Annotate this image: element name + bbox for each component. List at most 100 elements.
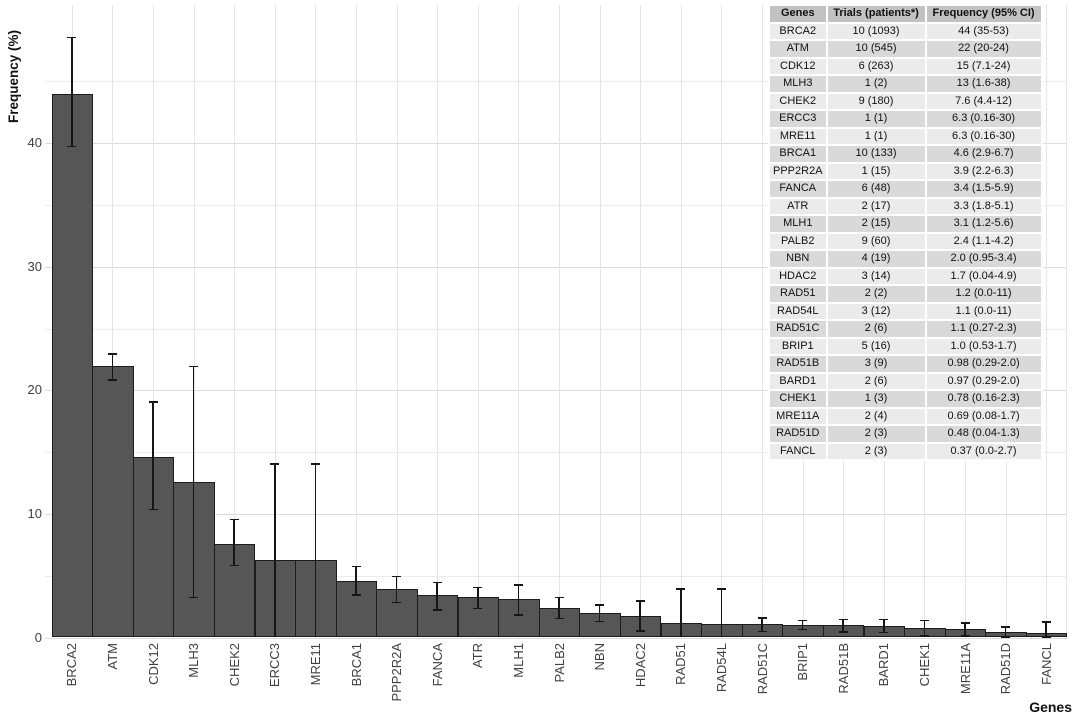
gridline-vertical <box>559 5 560 638</box>
x-tick-label: RAD51 <box>673 643 689 685</box>
gene-cell: BRCA2 <box>770 23 826 39</box>
gridline-vertical <box>193 5 195 638</box>
error-bar-fancl <box>1045 621 1047 637</box>
error-bar-brca2 <box>71 36 73 146</box>
gene-cell: ATR <box>770 198 826 214</box>
table-row: ATM 10 (545) 22 (20-24) <box>770 41 1041 57</box>
table-row: MLH1 2 (15) 3.1 (1.2-5.6) <box>770 216 1041 232</box>
gridline-vertical <box>599 5 601 638</box>
y-tick-label: 30 <box>27 258 42 274</box>
error-bar-cap-bottom <box>838 631 848 633</box>
error-bar-cap-top <box>595 604 605 606</box>
error-bar-cap-top <box>554 596 564 599</box>
gene-cell: BARD1 <box>770 373 826 389</box>
trials-cell: 9 (60) <box>827 233 925 249</box>
table-row: RAD51B 3 (9) 0.98 (0.29-2.0) <box>770 356 1041 372</box>
gridline-vertical <box>112 5 114 638</box>
table-header-row: Genes Trials (patients*) Frequency (95% … <box>770 6 1041 22</box>
x-tick-label: ATR <box>470 643 486 669</box>
x-tick-label: FANCA <box>429 643 445 687</box>
frequency-table: Genes Trials (patients*) Frequency (95% … <box>768 4 1043 461</box>
table-row: CHEK1 1 (3) 0.78 (0.16-2.3) <box>770 391 1041 407</box>
error-bar-cap-top <box>270 463 280 465</box>
x-tick-label: BARD1 <box>876 643 892 687</box>
error-bar-palb2 <box>558 596 560 618</box>
x-tick-label: RAD51B <box>835 643 851 694</box>
x-tick-label: MLH3 <box>186 643 202 678</box>
error-bar-rad51d <box>1004 626 1007 637</box>
error-bar-cap-top <box>716 588 726 590</box>
frequency-cell: 6.3 (0.16-30) <box>926 111 1041 127</box>
table-header-trials: Trials (patients*) <box>827 6 925 22</box>
frequency-cell: 1.7 (0.04-4.9) <box>926 268 1041 284</box>
error-bar-brip1 <box>801 619 804 629</box>
error-bar-cap-top <box>838 618 848 621</box>
table-row: BARD1 2 (6) 0.97 (0.29-2.0) <box>770 373 1041 389</box>
frequency-cell: 22 (20-24) <box>926 41 1041 57</box>
x-tick-label: BRIP1 <box>795 643 811 681</box>
frequency-cell: 2.0 (0.95-3.4) <box>926 251 1041 267</box>
error-bar-cap-bottom <box>351 594 361 596</box>
error-bar-cap-bottom <box>432 609 442 611</box>
x-tick-label: PPP2R2A <box>389 643 405 702</box>
error-bar-cap-bottom <box>960 635 970 637</box>
error-bar-chek1 <box>923 619 926 635</box>
table-row: RAD51 2 (2) 1.2 (0.0-11) <box>770 286 1041 302</box>
error-bar-cap-top <box>635 600 645 602</box>
error-bar-cap-top <box>351 565 361 568</box>
frequency-cell: 6.3 (0.16-30) <box>926 128 1041 144</box>
x-tick-label: ERCC3 <box>267 643 283 688</box>
frequency-cell: 44 (35-53) <box>926 23 1041 39</box>
error-bar-cap-bottom <box>392 601 402 604</box>
error-bar-chek2 <box>233 518 235 565</box>
error-bar-cap-top <box>107 353 117 355</box>
frequency-cell: 3.3 (1.8-5.1) <box>926 198 1041 214</box>
frequency-cell: 3.9 (2.2-6.3) <box>926 163 1041 179</box>
gridline-minor-horizontal <box>45 328 1067 330</box>
error-bar-cap-top <box>473 586 483 589</box>
trials-cell: 3 (14) <box>827 268 925 284</box>
gridline-vertical <box>234 5 236 638</box>
error-bar-mre11 <box>314 463 317 638</box>
trials-cell: 1 (1) <box>827 111 925 127</box>
gridline-minor-horizontal <box>45 204 1067 206</box>
trials-cell: 10 (545) <box>827 41 925 57</box>
error-bar-rad51 <box>680 588 682 638</box>
error-bar-mlh3 <box>192 365 195 597</box>
gene-cell: CDK12 <box>770 58 826 74</box>
error-bar-cap-top <box>798 619 808 622</box>
gridline-major-horizontal <box>45 390 1067 392</box>
frequency-cell: 7.6 (4.4-12) <box>926 93 1041 109</box>
trials-cell: 2 (15) <box>827 216 925 232</box>
error-bar-cap-bottom <box>148 508 158 511</box>
error-bar-cap-bottom <box>798 628 808 631</box>
error-bar-fanca <box>436 581 438 610</box>
table-row: BRCA2 10 (1093) 44 (35-53) <box>770 23 1041 39</box>
y-axis-title: Frequency (%) <box>0 29 28 122</box>
table-row: PPP2R2A 1 (15) 3.9 (2.2-6.3) <box>770 163 1041 179</box>
trials-cell: 5 (16) <box>827 338 925 354</box>
error-bar-rad51b <box>842 618 844 632</box>
trials-cell: 1 (2) <box>827 76 925 92</box>
gene-cell: CHEK2 <box>770 93 826 109</box>
error-bar-atm <box>111 353 114 380</box>
error-bar-cap-top <box>229 518 239 521</box>
error-bar-cap-top <box>1001 626 1011 628</box>
gridline-vertical <box>1046 5 1048 638</box>
error-bar-cap-top <box>432 581 442 584</box>
gridline-major-horizontal <box>45 637 1067 639</box>
trials-cell: 2 (3) <box>827 443 925 459</box>
gene-cell: MLH1 <box>770 216 826 232</box>
error-bar-cap-top <box>189 365 199 368</box>
error-bar-cap-top <box>960 622 970 624</box>
x-tick-label: RAD51C <box>754 643 770 695</box>
frequency-cell: 1.0 (0.53-1.7) <box>926 338 1041 354</box>
gridline-vertical <box>1065 5 1067 638</box>
bar-brca2 <box>51 93 94 638</box>
x-tick-label: NBN <box>592 643 608 671</box>
frequency-cell: 15 (7.1-24) <box>926 58 1041 74</box>
trials-cell: 10 (1093) <box>827 23 925 39</box>
error-bar-cap-top <box>1041 621 1051 623</box>
error-bar-cap-top <box>148 401 158 403</box>
